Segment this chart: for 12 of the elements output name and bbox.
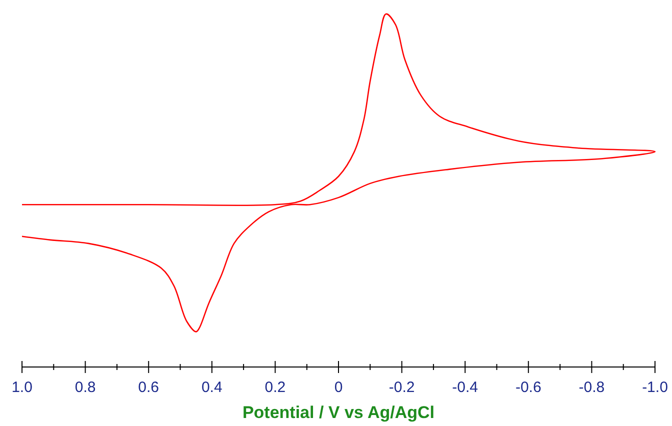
x-tick-label: -0.4 (452, 379, 478, 396)
x-axis-title: Potential / V vs Ag/AgCl (242, 403, 435, 422)
x-tick-label: 0 (334, 379, 343, 396)
x-tick-label: -0.8 (578, 379, 605, 396)
x-tick-label: 0.2 (264, 379, 286, 396)
x-tick-label: -0.6 (515, 379, 542, 396)
x-tick-label: 0.4 (201, 379, 222, 396)
x-tick-label: 0.8 (74, 379, 96, 396)
x-tick-label: 1.0 (12, 379, 32, 396)
x-tick-label: -1.0 (642, 379, 668, 396)
x-tick-label: 0.6 (138, 379, 160, 396)
x-tick-label: -0.2 (388, 379, 415, 396)
